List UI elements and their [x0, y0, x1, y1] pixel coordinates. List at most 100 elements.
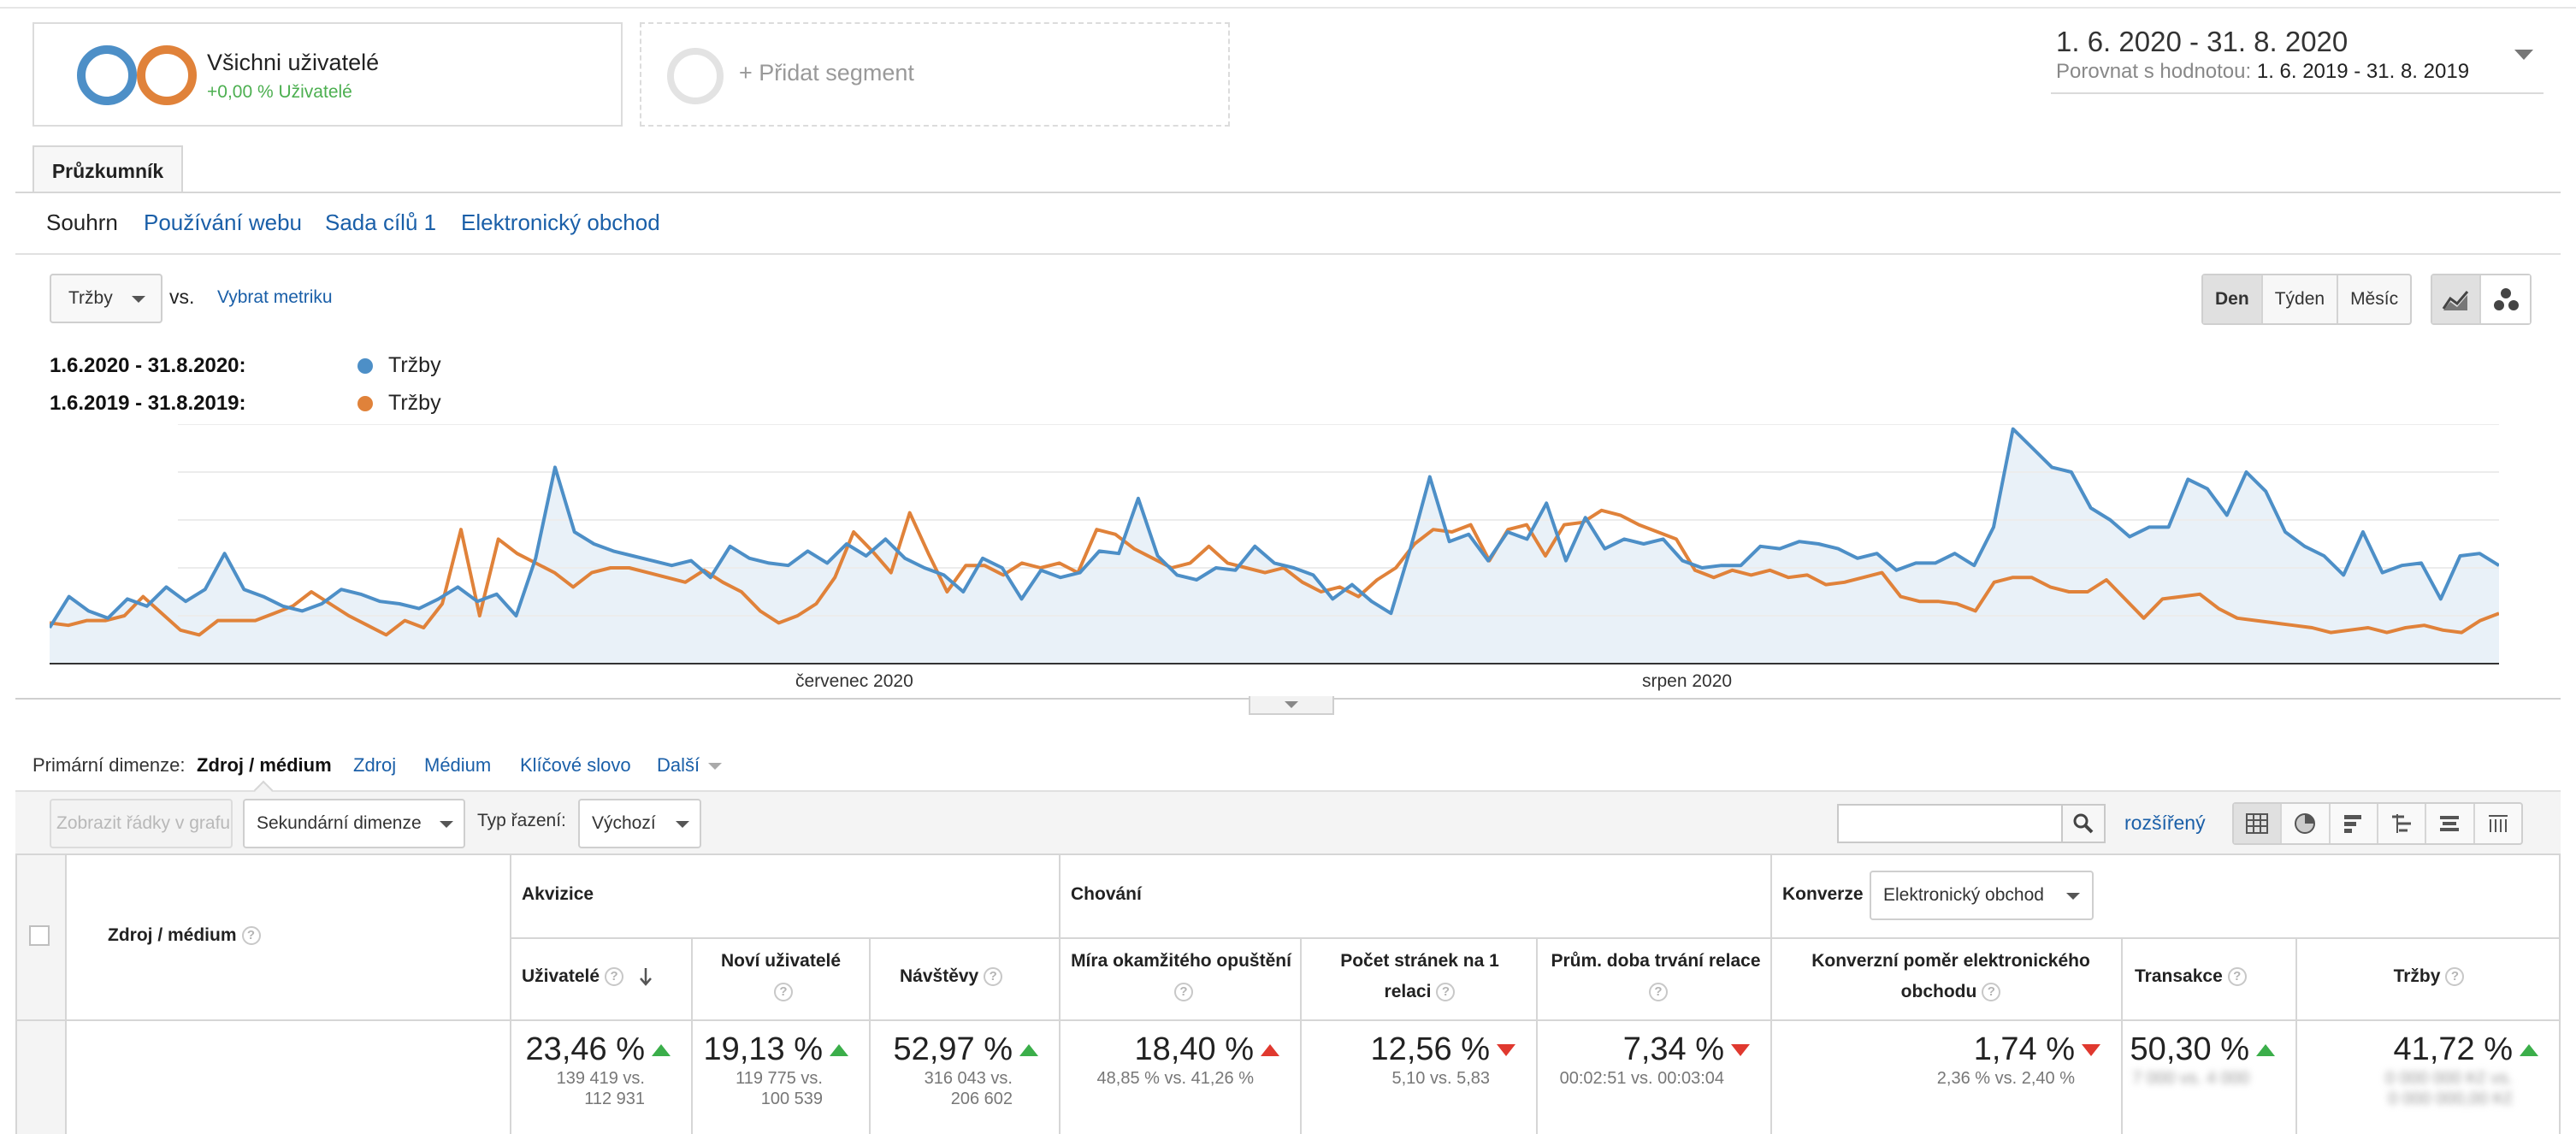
- primary-dimension-medium[interactable]: Médium: [424, 754, 492, 776]
- legend-range-current: 1.6.2020 - 31.8.2020:: [50, 354, 246, 377]
- col-header-bounce-rate[interactable]: Míra okamžitého opuštění?: [1069, 946, 1293, 1007]
- sort-type-label: Typ řazení:: [477, 811, 566, 830]
- subtab-divider: [15, 253, 2561, 255]
- table-search-input[interactable]: [1837, 804, 2063, 843]
- segment-title: Všichni uživatelé: [207, 50, 380, 75]
- help-icon[interactable]: ?: [1649, 983, 1668, 1002]
- table-view-selector: [2232, 802, 2523, 845]
- col-border: [2559, 855, 2561, 1134]
- add-segment-button[interactable]: + Přidat segment: [640, 22, 1230, 127]
- pie-chart-view-icon[interactable]: [2282, 804, 2331, 843]
- subtab-goal-set-1[interactable]: Sada cílů 1: [325, 210, 437, 235]
- primary-dimension-source-medium[interactable]: Zdroj / médium: [197, 754, 332, 776]
- secondary-dimension-label: Sekundární dimenze: [257, 813, 422, 833]
- col-header-transactions[interactable]: Transakce?: [2135, 961, 2289, 992]
- help-icon[interactable]: ?: [1174, 983, 1193, 1002]
- help-icon[interactable]: ?: [774, 983, 793, 1002]
- increase-arrow-icon: [2256, 1044, 2275, 1056]
- segment-subtitle: +0,00 % Uživatelé: [207, 82, 352, 102]
- pivot-view-icon[interactable]: [2475, 804, 2521, 843]
- summary-percent: 50,30 %: [2123, 1031, 2275, 1068]
- date-range-main[interactable]: 1. 6. 2020 - 31. 8. 2020: [2056, 26, 2349, 57]
- tab-divider: [15, 192, 2561, 193]
- performance-view-icon[interactable]: [2331, 804, 2378, 843]
- search-icon[interactable]: [2061, 804, 2106, 843]
- summary-percent: 12,56 %: [1302, 1031, 1515, 1068]
- chevron-down-icon: [676, 821, 689, 828]
- revenue-chart[interactable]: [50, 424, 2499, 681]
- summary-percent-value: 50,30 %: [2130, 1031, 2249, 1067]
- chart-view-selector: [2431, 274, 2532, 325]
- col-header-ecommerce-conversion[interactable]: Konverzní poměr elektronického obchodu?: [1787, 946, 2114, 1007]
- summary-comparison: 00:02:51 vs. 00:03:04: [1559, 1069, 1724, 1088]
- col-border: [510, 855, 511, 1134]
- summary-cell: 1,74 % 2,36 % vs. 2,40 %: [1772, 1031, 2100, 1089]
- subtab-ecommerce[interactable]: Elektronický obchod: [461, 210, 660, 235]
- subtab-site-usage[interactable]: Používání webu: [144, 210, 303, 235]
- primary-dimension-keyword[interactable]: Klíčové slovo: [520, 754, 631, 776]
- summary-percent: 7,34 %: [1538, 1031, 1750, 1068]
- secondary-dimension-select[interactable]: Sekundární dimenze: [243, 799, 465, 848]
- series-current-line: [50, 427, 2499, 629]
- subtab-summary[interactable]: Souhrn: [46, 210, 118, 235]
- plot-rows-button[interactable]: Zobrazit řádky v grafu: [50, 799, 233, 848]
- help-icon[interactable]: ?: [1982, 983, 2001, 1002]
- col-border: [1536, 937, 1538, 1134]
- summary-comparison: 48,85 % vs. 41,26 %: [1096, 1069, 1254, 1088]
- empty-segment-circle-icon: [667, 48, 724, 104]
- data-table-view-icon[interactable]: [2234, 804, 2283, 843]
- select-all-checkbox[interactable]: [29, 925, 50, 946]
- date-range-compare[interactable]: Porovnat s hodnotou: 1. 6. 2019 - 31. 8.…: [2056, 60, 2469, 84]
- segment-circle-current-icon: [77, 45, 137, 105]
- choose-metric-link[interactable]: Vybrat metriku: [217, 287, 333, 307]
- date-range-dropdown-icon[interactable]: [2514, 50, 2533, 60]
- metric-select[interactable]: Tržby: [50, 274, 162, 323]
- help-icon[interactable]: ?: [2227, 967, 2247, 987]
- sort-desc-icon[interactable]: [639, 967, 653, 987]
- help-icon[interactable]: ?: [984, 967, 1003, 987]
- summary-cell: 41,72 % 0 000 000 Kč vs. 0 000 000,00 Kč: [2297, 1031, 2538, 1109]
- legend-dot-previous: [357, 396, 373, 411]
- help-icon[interactable]: ?: [605, 967, 624, 987]
- sort-type-select[interactable]: Výchozí: [578, 799, 701, 848]
- col-header-pages-per-session[interactable]: Počet stránek na 1 relaci?: [1317, 946, 1522, 1007]
- chevron-down-icon: [1285, 701, 1298, 708]
- conversion-select[interactable]: Elektronický obchod: [1870, 871, 2094, 920]
- help-icon[interactable]: ?: [1436, 983, 1456, 1002]
- increase-arrow-icon: [1019, 1044, 1038, 1056]
- help-icon[interactable]: ?: [2445, 967, 2465, 987]
- summary-percent: 41,72 %: [2297, 1031, 2538, 1068]
- col-header-users[interactable]: Uživatelé?: [522, 961, 684, 992]
- period-day-button[interactable]: Den: [2203, 275, 2263, 323]
- comparison-view-icon[interactable]: [2378, 804, 2427, 843]
- increase-arrow-icon: [652, 1044, 671, 1056]
- col-header-avg-duration-label: Prům. doba trvání relace: [1551, 951, 1761, 971]
- col-header-new-users-label: Noví uživatelé: [720, 951, 842, 971]
- col-header-pages-per-session-label: Počet stránek na 1 relaci: [1340, 951, 1499, 1001]
- summary-percent-value: 19,13 %: [703, 1031, 823, 1067]
- summary-cell: 12,56 % 5,10 vs. 5,83: [1302, 1031, 1515, 1089]
- line-chart-icon[interactable]: [2432, 275, 2481, 323]
- summary-comparison: 0 000 000 Kč vs.: [2385, 1069, 2513, 1088]
- date-range-underline: [2051, 92, 2544, 94]
- tab-explorer[interactable]: Průzkumník: [32, 145, 183, 193]
- dimension-header[interactable]: Zdroj / médium?: [108, 925, 261, 946]
- col-header-sessions[interactable]: Návštěvy?: [881, 961, 1052, 992]
- period-week-button[interactable]: Týden: [2263, 275, 2339, 323]
- motion-chart-icon[interactable]: [2481, 275, 2530, 323]
- advanced-filter-link[interactable]: rozšířený: [2124, 812, 2206, 834]
- compare-label: Porovnat s hodnotou:: [2056, 60, 2252, 83]
- col-border: [691, 937, 693, 1134]
- col-header-avg-duration[interactable]: Prům. doba trvání relace?: [1546, 946, 1765, 1007]
- period-month-button[interactable]: Měsíc: [2350, 289, 2399, 309]
- segment-card-all-users[interactable]: Všichni uživatelé +0,00 % Uživatelé: [32, 22, 623, 127]
- col-header-revenue[interactable]: Tržby?: [2309, 961, 2549, 992]
- summary-cell: 52,97 % 316 043 vs. 206 602: [871, 1031, 1038, 1109]
- primary-dimension-source[interactable]: Zdroj: [353, 754, 397, 776]
- primary-dimension-more[interactable]: Další: [657, 754, 723, 777]
- help-icon[interactable]: ?: [241, 926, 261, 946]
- col-header-new-users[interactable]: Noví uživatelé?: [701, 946, 860, 1007]
- term-cloud-view-icon[interactable]: [2426, 804, 2475, 843]
- chart-collapse-handle[interactable]: [1249, 696, 1334, 715]
- table-group-border: [510, 937, 2561, 939]
